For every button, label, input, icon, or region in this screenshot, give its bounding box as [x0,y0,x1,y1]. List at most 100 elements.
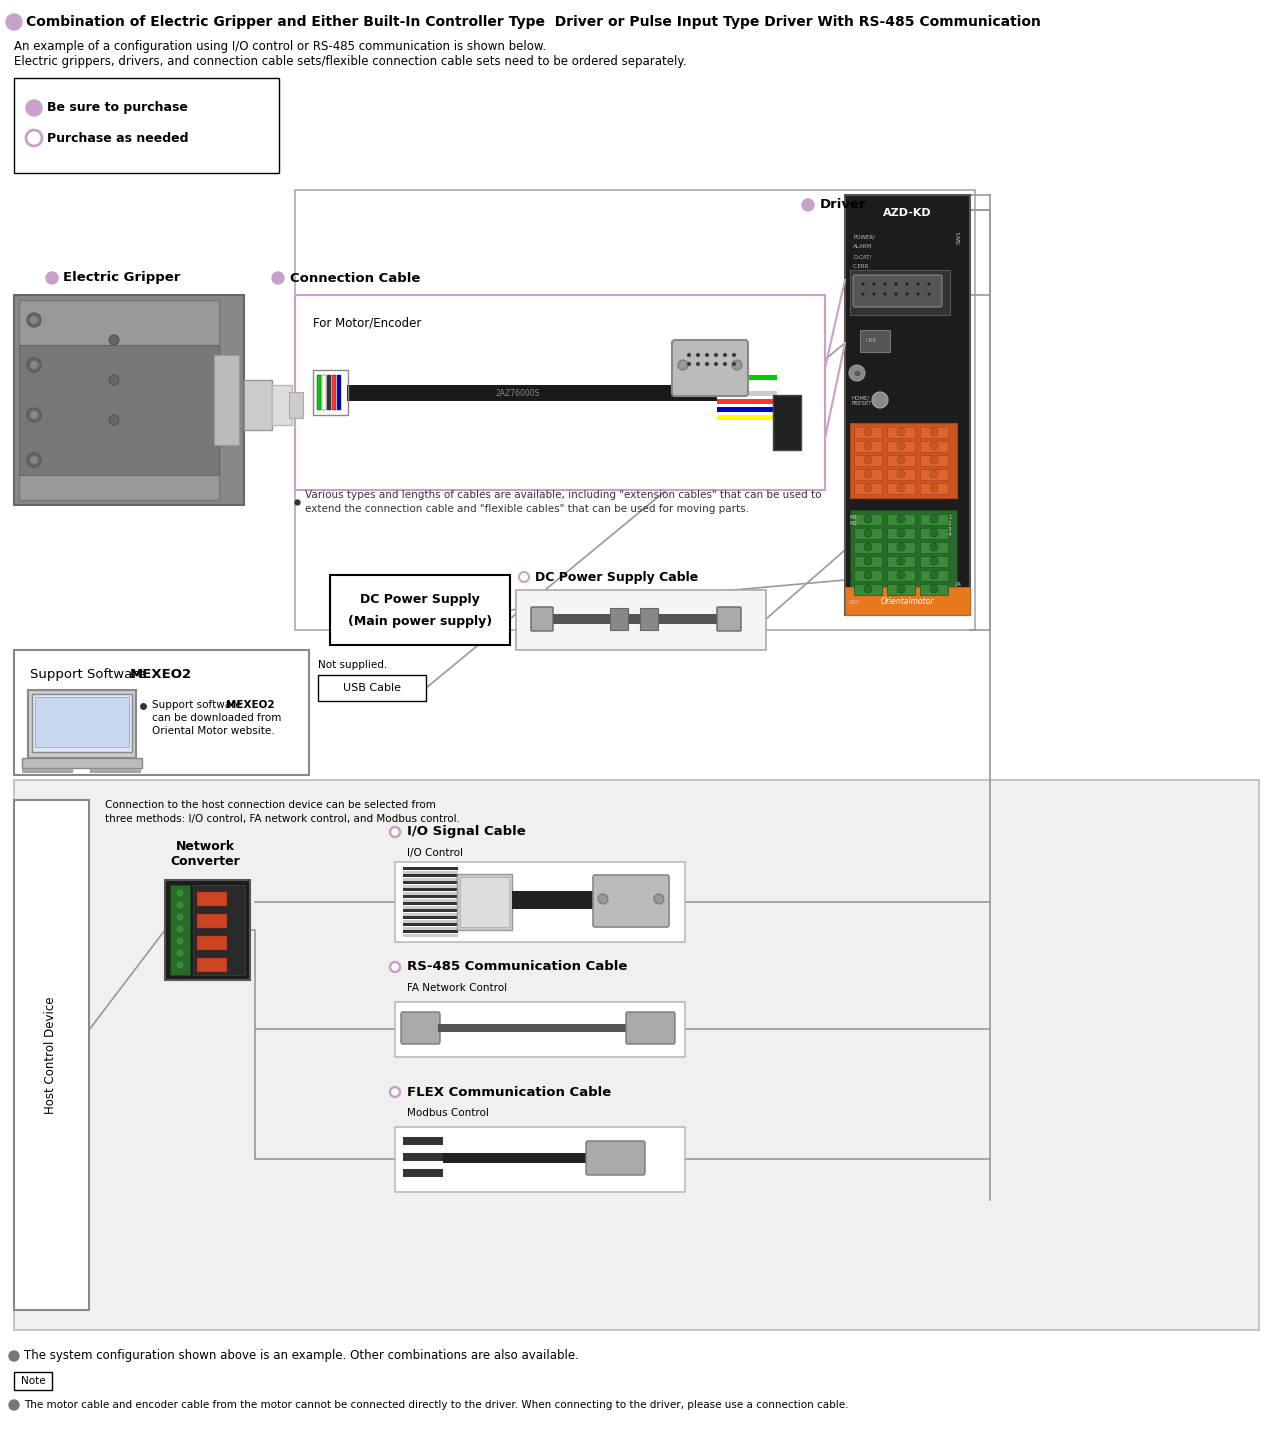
FancyBboxPatch shape [14,77,279,173]
FancyBboxPatch shape [330,576,510,644]
FancyBboxPatch shape [718,415,778,420]
Text: CNT: CNT [849,600,859,606]
FancyBboxPatch shape [437,1024,628,1032]
FancyBboxPatch shape [395,862,686,942]
FancyBboxPatch shape [197,914,226,928]
FancyBboxPatch shape [515,590,766,650]
Circle shape [687,354,691,357]
FancyBboxPatch shape [402,1012,440,1044]
Circle shape [272,272,284,284]
Circle shape [865,455,872,464]
Circle shape [599,894,608,904]
FancyBboxPatch shape [403,871,458,874]
Circle shape [930,571,938,579]
Circle shape [906,292,909,296]
FancyBboxPatch shape [322,375,326,410]
Circle shape [865,586,872,593]
Circle shape [872,282,876,286]
FancyBboxPatch shape [610,609,628,630]
FancyBboxPatch shape [854,455,883,465]
FancyBboxPatch shape [920,541,948,553]
FancyBboxPatch shape [888,514,914,526]
Circle shape [177,925,184,934]
Text: SW1: SW1 [957,231,962,243]
Circle shape [897,484,906,493]
FancyBboxPatch shape [403,916,458,919]
Circle shape [714,362,718,367]
FancyBboxPatch shape [336,375,341,410]
Text: POWER/: POWER/ [853,235,875,239]
Circle shape [849,365,865,381]
FancyBboxPatch shape [460,876,509,927]
Circle shape [29,316,38,324]
Circle shape [109,335,119,345]
FancyBboxPatch shape [920,470,948,480]
Text: DC Power Supply: DC Power Supply [361,593,480,607]
Circle shape [916,282,920,286]
Circle shape [732,362,735,367]
Text: Purchase as needed: Purchase as needed [47,132,188,145]
FancyBboxPatch shape [403,912,458,915]
Text: For Motor/Encoder: For Motor/Encoder [313,316,421,329]
Circle shape [897,543,906,551]
Circle shape [865,528,872,537]
Text: Note: Note [20,1376,45,1386]
Circle shape [897,442,906,450]
FancyBboxPatch shape [718,607,741,632]
FancyBboxPatch shape [403,878,458,881]
FancyBboxPatch shape [403,934,458,937]
Text: (Main power supply): (Main power supply) [348,616,492,629]
FancyBboxPatch shape [403,927,458,929]
Circle shape [46,272,58,284]
FancyBboxPatch shape [403,1153,443,1161]
Circle shape [865,543,872,551]
Text: Support Software: Support Software [29,667,150,682]
Circle shape [723,354,726,357]
FancyBboxPatch shape [28,690,136,758]
FancyBboxPatch shape [403,866,458,871]
Circle shape [861,282,865,286]
FancyBboxPatch shape [853,275,943,306]
FancyBboxPatch shape [718,375,778,379]
FancyBboxPatch shape [272,385,292,425]
FancyBboxPatch shape [888,483,914,494]
Circle shape [897,586,906,593]
FancyBboxPatch shape [403,929,458,934]
Circle shape [861,292,865,296]
Circle shape [872,392,888,408]
Text: M1
M2: M1 M2 [849,516,857,526]
FancyBboxPatch shape [854,514,883,526]
Text: RS-485 Communication Cable: RS-485 Communication Cable [407,961,628,974]
FancyBboxPatch shape [403,892,458,895]
FancyBboxPatch shape [14,1372,52,1390]
Circle shape [10,19,18,26]
FancyBboxPatch shape [443,1153,588,1163]
FancyBboxPatch shape [289,392,303,418]
FancyBboxPatch shape [395,1127,686,1191]
FancyBboxPatch shape [403,902,458,905]
Circle shape [714,354,718,357]
Circle shape [109,415,119,425]
Circle shape [930,516,938,523]
Circle shape [705,362,709,367]
FancyBboxPatch shape [317,375,321,410]
Circle shape [26,130,42,146]
Text: DC Power Supply Cable: DC Power Supply Cable [535,570,698,583]
FancyBboxPatch shape [403,881,458,884]
Text: Be sure to purchase: Be sure to purchase [47,102,188,115]
FancyBboxPatch shape [718,382,778,388]
Circle shape [9,1350,19,1360]
FancyBboxPatch shape [165,881,249,979]
FancyBboxPatch shape [395,1002,686,1057]
Circle shape [930,586,938,593]
FancyBboxPatch shape [920,455,948,465]
FancyBboxPatch shape [586,1141,645,1176]
Circle shape [897,528,906,537]
Circle shape [865,470,872,478]
FancyBboxPatch shape [295,295,825,490]
Circle shape [930,484,938,493]
FancyBboxPatch shape [854,528,883,538]
FancyBboxPatch shape [90,768,139,772]
Text: USB Cable: USB Cable [343,683,402,693]
Circle shape [930,455,938,464]
